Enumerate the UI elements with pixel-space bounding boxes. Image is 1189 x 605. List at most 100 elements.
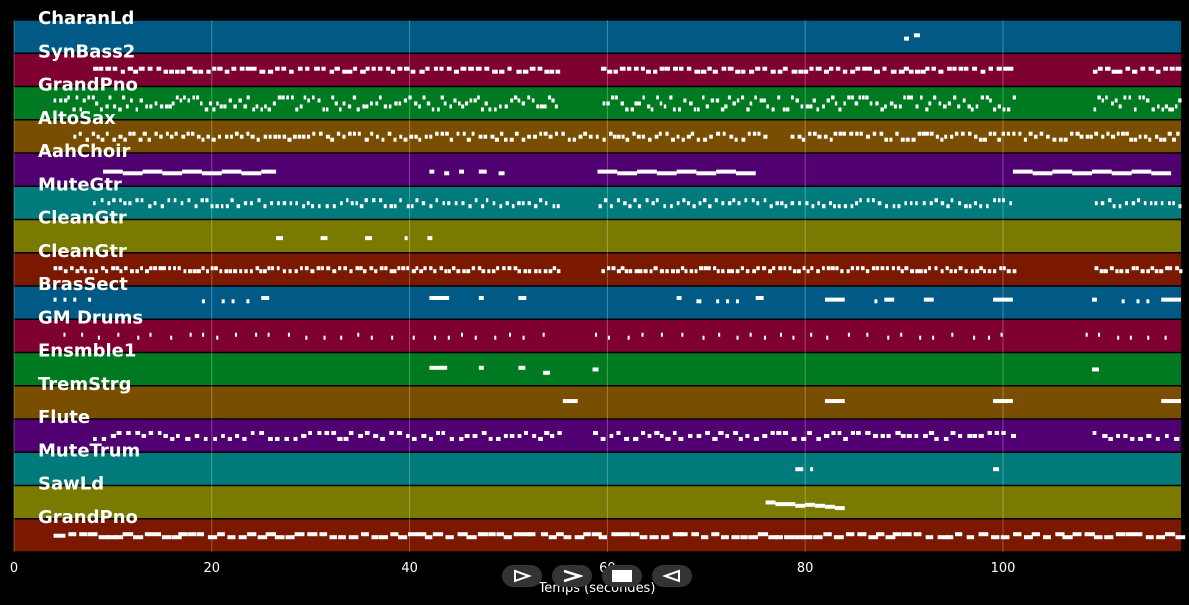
note xyxy=(527,201,531,206)
note xyxy=(105,66,112,71)
note xyxy=(809,66,814,71)
play-button[interactable] xyxy=(502,565,542,587)
note xyxy=(162,171,183,176)
note xyxy=(271,266,275,271)
note xyxy=(259,430,265,435)
note xyxy=(543,104,547,109)
note xyxy=(950,134,954,139)
rewind-icon xyxy=(662,569,680,583)
note xyxy=(816,269,820,274)
note xyxy=(1128,95,1131,100)
note xyxy=(261,295,270,300)
note xyxy=(824,504,835,509)
note xyxy=(815,66,822,71)
note xyxy=(993,399,1013,404)
note xyxy=(1163,66,1169,71)
note xyxy=(1123,433,1128,438)
note xyxy=(211,137,216,142)
note xyxy=(370,335,373,340)
note xyxy=(456,131,460,136)
note xyxy=(307,532,318,537)
note xyxy=(286,95,289,100)
note xyxy=(784,535,795,540)
note xyxy=(901,532,912,537)
note xyxy=(142,131,147,136)
note xyxy=(1031,532,1040,537)
stop-button[interactable] xyxy=(602,565,642,587)
note xyxy=(1092,430,1097,435)
note xyxy=(53,297,57,302)
note xyxy=(1072,171,1092,176)
note xyxy=(987,430,992,435)
note xyxy=(206,269,210,274)
note xyxy=(621,532,630,537)
note xyxy=(200,101,203,106)
note xyxy=(449,436,454,441)
note xyxy=(810,332,813,337)
note xyxy=(914,69,921,74)
note xyxy=(1094,266,1099,271)
note xyxy=(321,266,324,271)
note xyxy=(843,204,848,209)
note xyxy=(275,436,280,441)
note xyxy=(488,436,493,441)
rewind-button[interactable] xyxy=(652,565,692,587)
note xyxy=(714,198,718,203)
note xyxy=(245,66,252,71)
note xyxy=(239,66,245,71)
note xyxy=(946,204,950,209)
note xyxy=(763,335,766,340)
note xyxy=(831,95,835,100)
forward-button[interactable] xyxy=(552,565,592,587)
note xyxy=(676,295,682,300)
note xyxy=(348,430,354,435)
note xyxy=(904,36,910,41)
note xyxy=(740,266,745,271)
note xyxy=(111,266,116,271)
note xyxy=(135,430,141,435)
note xyxy=(813,535,823,540)
note xyxy=(267,69,274,74)
note xyxy=(432,532,444,537)
note xyxy=(1168,107,1172,112)
note xyxy=(972,66,978,71)
note xyxy=(428,436,433,441)
track-band xyxy=(14,219,1181,253)
note xyxy=(331,430,337,435)
note xyxy=(964,269,968,274)
note xyxy=(994,430,1000,435)
note xyxy=(243,104,248,109)
note xyxy=(952,66,957,71)
note xyxy=(1174,436,1180,441)
note xyxy=(780,332,783,337)
note xyxy=(547,95,552,100)
note xyxy=(352,131,356,136)
note xyxy=(606,101,610,106)
note xyxy=(884,297,895,302)
note xyxy=(556,269,561,274)
note xyxy=(755,66,761,71)
note xyxy=(251,66,257,71)
note xyxy=(996,66,1002,71)
forward-icon xyxy=(563,569,583,583)
track-label: SynBass2 xyxy=(38,41,135,62)
note xyxy=(277,134,281,139)
note xyxy=(709,134,713,139)
note xyxy=(727,95,731,100)
note xyxy=(978,532,989,537)
note xyxy=(318,131,323,136)
note xyxy=(928,101,932,106)
note xyxy=(53,266,58,271)
note xyxy=(800,104,804,109)
note xyxy=(921,131,926,136)
note xyxy=(412,335,415,340)
note xyxy=(703,266,708,271)
note xyxy=(496,532,504,537)
note xyxy=(849,131,854,136)
note xyxy=(1136,198,1141,203)
note xyxy=(769,204,773,209)
note xyxy=(945,266,949,271)
note xyxy=(830,266,835,271)
note xyxy=(1116,433,1120,438)
note xyxy=(862,66,868,71)
